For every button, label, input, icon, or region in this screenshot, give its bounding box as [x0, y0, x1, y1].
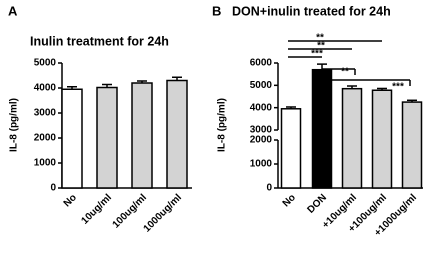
panel-label: A [8, 3, 18, 18]
x-tick-label: DON [305, 192, 329, 216]
significance-label: ** [316, 33, 324, 44]
chart-title: DON+inulin treated for 24h [232, 4, 391, 18]
y-tick-label: 0 [266, 183, 272, 194]
y-tick-label: 5000 [250, 80, 273, 91]
bar [401, 101, 423, 189]
bar [96, 86, 118, 189]
y-axis-label: IL-8 (pg/ml) [217, 98, 228, 152]
bar [280, 108, 302, 189]
bar [166, 79, 188, 189]
x-tick-label: No [62, 192, 79, 209]
y-tick-label: 4000 [34, 83, 57, 94]
y-tick-label: 6000 [250, 58, 273, 69]
y-axis-label: IL-8 (pg/ml) [9, 98, 20, 152]
y-tick-label: 4000 [250, 102, 273, 113]
y-tick-label: 1000 [250, 159, 273, 170]
y-tick-label: 0 [50, 183, 56, 194]
panel-label: B [212, 3, 221, 18]
chart-title: Inulin treatment for 24h [30, 34, 169, 48]
significance-label: ** [317, 41, 325, 52]
y-tick-label: 3000 [250, 125, 273, 136]
x-tick-label: 10ug/ml [79, 192, 114, 227]
significance-label: ** [341, 67, 349, 78]
y-tick-label: 2000 [34, 133, 57, 144]
significance-label: *** [311, 49, 323, 60]
bar [131, 82, 153, 189]
y-tick-label: 3000 [34, 108, 57, 119]
bar [371, 89, 393, 189]
y-tick-label: 2000 [250, 135, 273, 146]
y-tick-label: 1000 [34, 158, 57, 169]
x-tick-label: No [281, 192, 298, 209]
bar [341, 87, 363, 189]
bar [311, 68, 333, 189]
x-tick-label: 1000ug/ml [142, 192, 185, 235]
y-tick-label: 5000 [34, 58, 57, 69]
significance-label: *** [392, 82, 404, 93]
bar [61, 88, 83, 189]
